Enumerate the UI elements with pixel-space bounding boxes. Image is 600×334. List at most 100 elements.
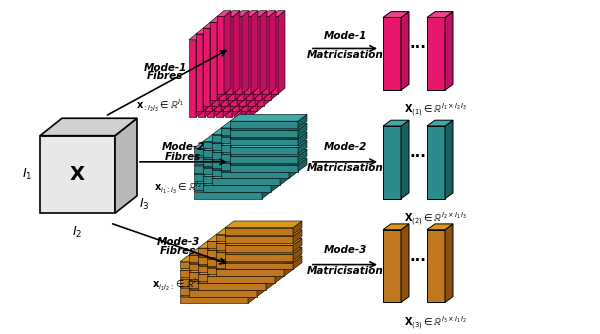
- Polygon shape: [196, 28, 210, 34]
- Text: Fibres: Fibres: [160, 246, 196, 256]
- Text: Mode-3: Mode-3: [323, 245, 367, 255]
- Polygon shape: [262, 16, 269, 100]
- Polygon shape: [198, 283, 266, 290]
- Polygon shape: [293, 221, 302, 234]
- Polygon shape: [264, 16, 278, 22]
- Polygon shape: [383, 120, 409, 126]
- Polygon shape: [383, 12, 409, 17]
- Polygon shape: [212, 170, 280, 176]
- Text: Matricisation: Matricisation: [307, 163, 383, 173]
- Polygon shape: [289, 156, 298, 170]
- Polygon shape: [223, 28, 237, 34]
- Polygon shape: [194, 174, 262, 181]
- Polygon shape: [230, 149, 307, 156]
- Polygon shape: [225, 238, 302, 245]
- Polygon shape: [257, 28, 264, 112]
- Polygon shape: [207, 250, 275, 257]
- Polygon shape: [244, 16, 251, 100]
- Polygon shape: [194, 157, 262, 164]
- Polygon shape: [275, 261, 284, 274]
- Polygon shape: [225, 254, 293, 261]
- Polygon shape: [233, 11, 240, 94]
- Polygon shape: [223, 34, 230, 112]
- Polygon shape: [221, 156, 298, 163]
- Polygon shape: [253, 11, 267, 16]
- Polygon shape: [383, 230, 401, 302]
- Polygon shape: [228, 22, 235, 106]
- Polygon shape: [216, 40, 223, 117]
- Polygon shape: [225, 263, 293, 270]
- Polygon shape: [212, 135, 280, 142]
- Text: $I_1$: $I_1$: [22, 167, 32, 182]
- Polygon shape: [242, 11, 249, 94]
- Polygon shape: [212, 28, 219, 106]
- Polygon shape: [205, 34, 212, 117]
- Polygon shape: [289, 165, 298, 178]
- Polygon shape: [198, 268, 275, 274]
- Text: Fibres: Fibres: [147, 71, 183, 81]
- Polygon shape: [225, 228, 293, 234]
- Polygon shape: [198, 276, 275, 283]
- Polygon shape: [284, 245, 293, 259]
- Polygon shape: [255, 22, 262, 106]
- Polygon shape: [180, 279, 248, 286]
- Polygon shape: [284, 254, 293, 268]
- Polygon shape: [221, 154, 289, 161]
- Polygon shape: [230, 130, 298, 137]
- Polygon shape: [271, 16, 278, 100]
- Text: $\mathbf{X}_{(3)} \in \mathbb{R}^{I_3 \times I_1 I_2}$: $\mathbf{X}_{(3)} \in \mathbb{R}^{I_3 \t…: [404, 315, 466, 332]
- Polygon shape: [235, 16, 242, 94]
- Polygon shape: [275, 270, 284, 283]
- Polygon shape: [203, 178, 280, 185]
- Polygon shape: [207, 40, 214, 117]
- Polygon shape: [115, 118, 137, 213]
- Polygon shape: [235, 16, 242, 100]
- Polygon shape: [216, 234, 284, 241]
- Polygon shape: [196, 34, 203, 117]
- Polygon shape: [210, 22, 217, 106]
- Polygon shape: [246, 16, 260, 22]
- Polygon shape: [237, 22, 244, 106]
- Polygon shape: [219, 22, 226, 100]
- Polygon shape: [225, 247, 302, 254]
- Polygon shape: [221, 128, 289, 135]
- Polygon shape: [248, 272, 257, 286]
- Polygon shape: [230, 141, 307, 147]
- Polygon shape: [221, 121, 298, 128]
- Polygon shape: [237, 22, 244, 100]
- Polygon shape: [230, 139, 298, 145]
- Polygon shape: [221, 145, 289, 152]
- Polygon shape: [221, 28, 228, 112]
- Polygon shape: [221, 137, 289, 143]
- Polygon shape: [226, 11, 240, 16]
- Polygon shape: [230, 123, 307, 130]
- Polygon shape: [216, 34, 230, 40]
- Polygon shape: [262, 159, 271, 173]
- Polygon shape: [241, 34, 248, 117]
- Polygon shape: [244, 16, 251, 94]
- Polygon shape: [212, 163, 289, 170]
- Polygon shape: [221, 130, 298, 137]
- Polygon shape: [293, 247, 302, 261]
- Text: Mode-1: Mode-1: [323, 31, 367, 41]
- Polygon shape: [248, 28, 255, 112]
- Polygon shape: [207, 276, 275, 283]
- Polygon shape: [194, 192, 262, 199]
- Polygon shape: [212, 154, 289, 161]
- Polygon shape: [284, 228, 293, 241]
- Polygon shape: [214, 28, 228, 34]
- Text: $\mathbf{x}_{:i_2 i_3} \in \mathbb{R}^{I_1}$: $\mathbf{x}_{:i_2 i_3} \in \mathbb{R}^{I…: [136, 97, 184, 114]
- Polygon shape: [189, 257, 266, 264]
- Polygon shape: [221, 165, 298, 172]
- Polygon shape: [228, 22, 235, 100]
- Polygon shape: [271, 143, 280, 157]
- Polygon shape: [217, 11, 231, 16]
- Polygon shape: [239, 28, 246, 112]
- Polygon shape: [180, 288, 248, 295]
- Polygon shape: [207, 252, 284, 259]
- Polygon shape: [269, 11, 276, 94]
- Polygon shape: [221, 22, 235, 28]
- Polygon shape: [216, 243, 284, 250]
- Polygon shape: [257, 266, 266, 279]
- Polygon shape: [189, 272, 257, 279]
